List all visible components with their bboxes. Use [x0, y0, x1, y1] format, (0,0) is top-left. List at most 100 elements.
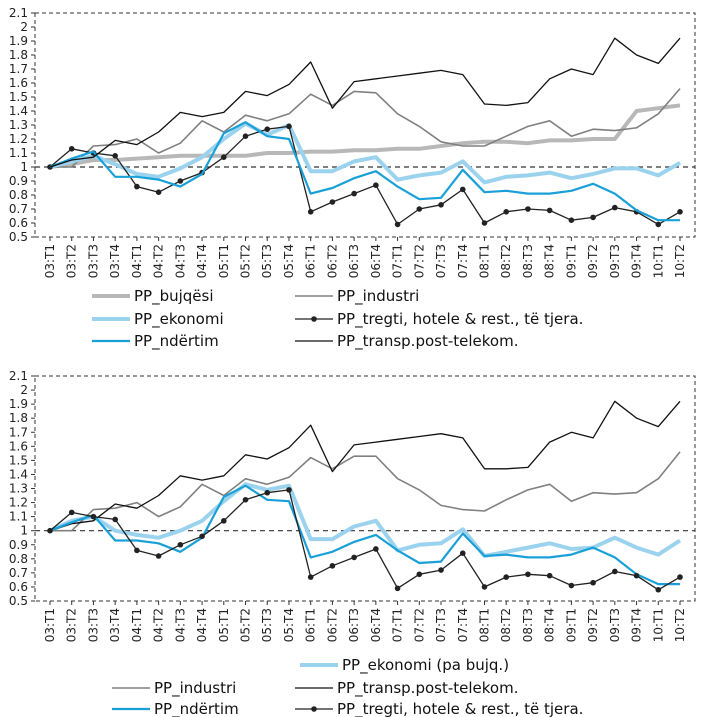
series-point	[612, 204, 618, 211]
x-tick-label: 04:T4	[195, 244, 209, 278]
y-tick-label: 1.2	[9, 496, 28, 510]
y-tick-label: 2.1	[9, 6, 28, 20]
series-point	[220, 154, 227, 160]
x-tick-label: 06:T3	[347, 608, 361, 642]
x-tick-label: 05:T2	[239, 608, 253, 642]
series-point	[612, 568, 618, 575]
series-point	[677, 209, 683, 215]
y-tick-label: 1	[20, 160, 28, 174]
x-tick-label: 08:T4	[543, 608, 557, 642]
series-point	[394, 221, 401, 228]
x-tick-label: 07:T3	[434, 608, 448, 642]
y-tick-label: 2	[20, 383, 28, 397]
legend-label: PP_industri	[154, 679, 236, 698]
x-tick-label: 09:T1	[564, 244, 578, 278]
x-tick-label: 05:T1	[217, 244, 231, 278]
series-point	[351, 190, 357, 197]
x-tick-label: 04:T4	[195, 608, 209, 642]
y-tick-label: 2	[20, 20, 28, 34]
series-point	[199, 533, 205, 540]
plot-frame	[34, 12, 696, 238]
x-tick-label: 05:T4	[282, 608, 296, 642]
x-tick-label: 04:T3	[173, 608, 187, 642]
legend-label: PP_ndërtim	[154, 700, 239, 717]
series-point	[568, 582, 575, 589]
series-point	[155, 553, 162, 559]
x-tick-label: 09:T1	[564, 608, 578, 642]
x-tick-label: 06:T2	[325, 608, 339, 642]
x-tick-label: 09:T4	[630, 608, 644, 642]
plot-frame	[34, 375, 696, 602]
series-point	[481, 220, 488, 226]
series-point	[503, 209, 510, 215]
series-line-2	[49, 121, 682, 185]
y-tick-label: 1.5	[9, 453, 28, 467]
x-tick-label: 09:T3	[608, 244, 622, 278]
y-tick-label: 1.9	[9, 397, 28, 411]
y-tick-label: 0.7	[9, 566, 28, 580]
legend-label: PP_ekonomi	[134, 310, 224, 329]
series-point	[307, 574, 314, 580]
x-tick-label: 08:T2	[499, 608, 513, 642]
series-point	[503, 574, 510, 580]
x-tick-label: 10:T1	[651, 244, 665, 278]
y-tick-label: 0.9	[9, 538, 28, 552]
x-tick-label: 09:T2	[586, 608, 600, 642]
series-point	[416, 206, 423, 212]
legend-label: PP_industri	[337, 287, 419, 306]
y-tick-label: 1	[20, 524, 28, 538]
series-point	[329, 563, 336, 569]
x-tick-label: 08:T1	[477, 608, 491, 642]
series-line-3	[49, 125, 681, 226]
series-point	[307, 209, 314, 215]
series-point	[264, 489, 271, 496]
y-tick-label: 0.7	[9, 202, 28, 216]
x-tick-label: 05:T3	[260, 608, 274, 642]
y-tick-label: 1.1	[9, 510, 28, 524]
legend-label: PP_transp.post-telekom.	[337, 332, 518, 351]
series-point	[220, 518, 227, 524]
x-tick-label: 07:T1	[391, 244, 405, 278]
series-point	[47, 527, 53, 534]
series-point	[546, 207, 553, 214]
y-tick-label: 1.5	[9, 90, 28, 104]
series-point	[177, 541, 184, 548]
x-tick-label: 08:T3	[521, 608, 535, 642]
x-tick-label: 03:T4	[108, 244, 122, 278]
x-tick-label: 10:T1	[651, 608, 665, 642]
x-tick-label: 10:T2	[673, 608, 687, 642]
series-point	[373, 546, 379, 552]
y-tick-label: 1.9	[9, 34, 28, 48]
series-point	[459, 550, 466, 556]
series-point	[264, 126, 271, 132]
x-tick-label: 06:T4	[369, 244, 383, 278]
x-tick-label: 07:T1	[391, 608, 405, 642]
series-line-3	[49, 484, 680, 586]
series-point	[242, 496, 249, 503]
legend-label: PP_bujqësi	[134, 287, 214, 306]
x-tick-label: 03:T3	[86, 244, 100, 278]
x-tick-label: 06:T3	[347, 244, 361, 278]
x-tick-label: 03:T3	[86, 608, 100, 642]
y-tick-label: 0.5	[9, 594, 28, 608]
legend-label: PP_ndërtim	[134, 332, 219, 351]
x-tick-label: 05:T1	[217, 608, 231, 642]
series-line-4	[49, 121, 680, 222]
y-tick-label: 1.4	[9, 104, 28, 118]
x-tick-label: 04:T2	[152, 608, 166, 642]
series-point	[590, 214, 596, 221]
x-tick-label: 05:T2	[239, 244, 253, 278]
x-tick-label: 08:T3	[521, 244, 535, 278]
y-tick-label: 0.5	[9, 230, 28, 244]
series-point	[394, 585, 401, 592]
series-point	[329, 199, 336, 205]
x-tick-label: 03:T4	[108, 608, 122, 642]
series-line-1	[50, 88, 681, 168]
y-tick-label: 1.7	[9, 425, 28, 439]
series-line-2	[49, 400, 681, 532]
x-tick-label: 06:T2	[325, 244, 339, 278]
series-point	[633, 572, 640, 579]
y-tick-label: 1.7	[9, 62, 28, 76]
legend-swatch-marker	[311, 316, 317, 322]
